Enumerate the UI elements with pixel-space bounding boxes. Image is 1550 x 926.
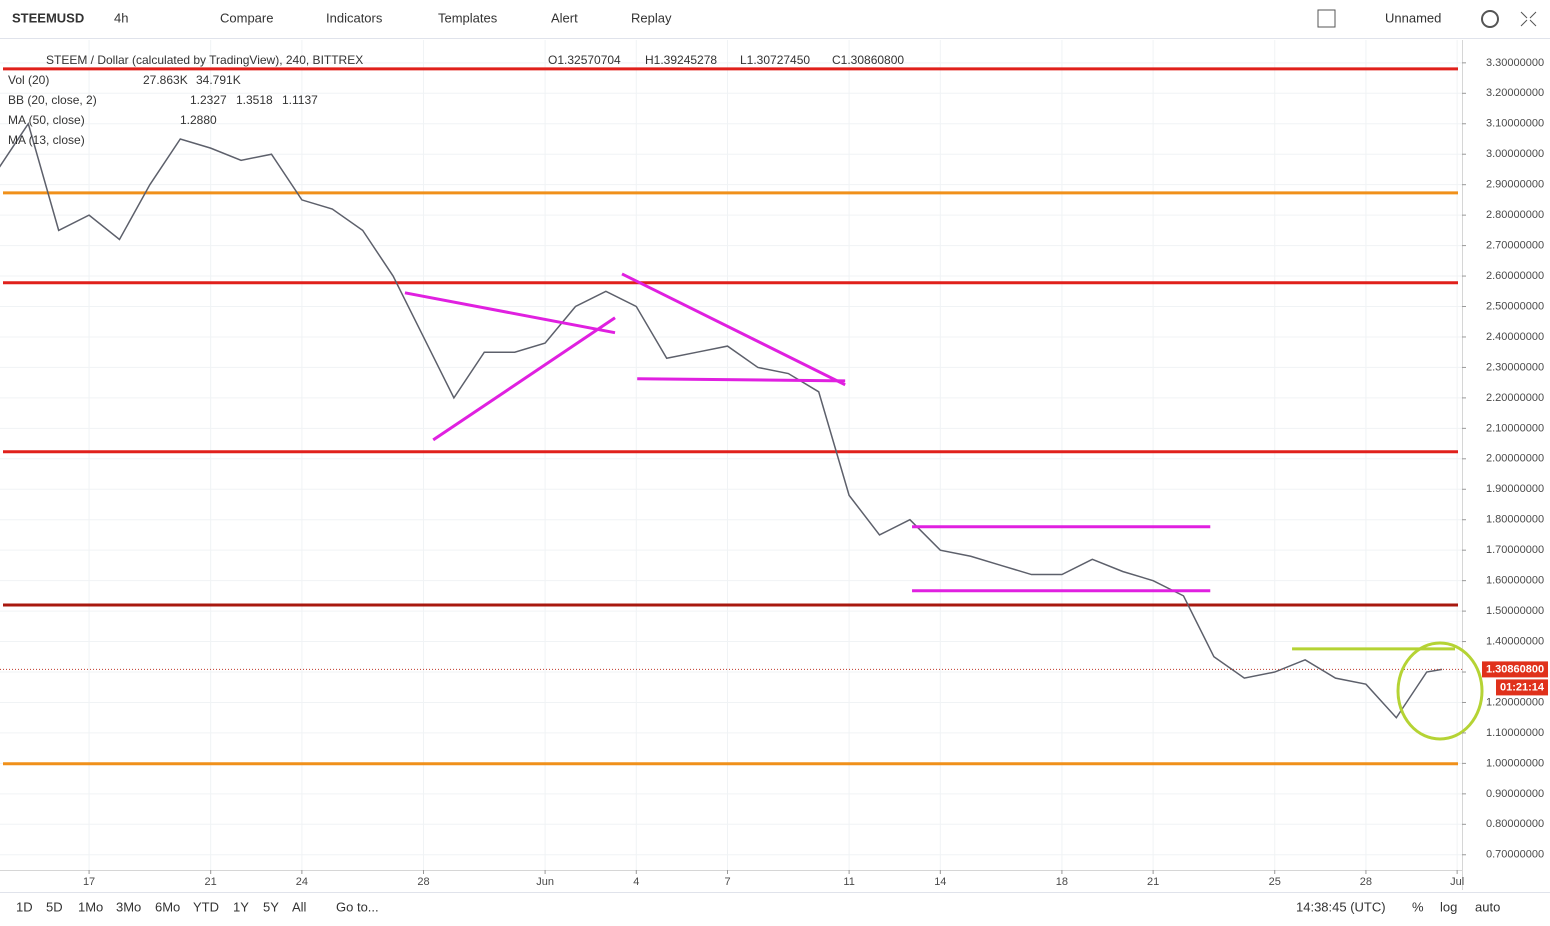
countdown-label: 01:21:14 (1500, 681, 1545, 693)
x-tick-label: 21 (1147, 876, 1159, 888)
trend-line (404, 291, 616, 335)
range-button[interactable]: 5Y (263, 899, 279, 914)
range-button[interactable]: 3Mo (116, 899, 141, 914)
y-tick-label: 2.60000000 (1486, 270, 1544, 282)
ohlc-high: H1.39245278 (645, 53, 717, 67)
y-tick-label: 2.50000000 (1486, 300, 1544, 312)
price-line (0, 121, 1443, 719)
indicator-name: MA (50, close) (8, 113, 85, 127)
goto-button[interactable]: Go to... (336, 899, 379, 914)
y-tick-label: 0.90000000 (1486, 788, 1544, 800)
x-tick-label: 18 (1056, 876, 1068, 888)
trend-line (637, 377, 846, 383)
y-tick-label: 1.40000000 (1486, 635, 1544, 647)
y-tick-label: 1.50000000 (1486, 605, 1544, 617)
y-tick-label: 2.00000000 (1486, 453, 1544, 465)
axis-option[interactable]: auto (1475, 899, 1500, 914)
ohlc-open: O1.32570704 (548, 53, 621, 67)
x-tick-label: 14 (934, 876, 946, 888)
indicator-reading: 1.2880 (180, 113, 217, 127)
y-tick-label: 3.30000000 (1486, 57, 1544, 69)
indicator-name: MA (13, close) (8, 133, 85, 147)
range-button[interactable]: All (292, 899, 307, 914)
y-tick-label: 3.10000000 (1486, 118, 1544, 130)
range-button[interactable]: 1Mo (78, 899, 103, 914)
toolbar-button[interactable]: Replay (631, 10, 672, 25)
highlight-circle (1396, 641, 1484, 741)
toolbar-button[interactable]: Templates (438, 10, 498, 25)
x-tick-label: 4 (633, 876, 639, 888)
ohlc-close: C1.30860800 (832, 53, 904, 67)
x-tick-label: 7 (724, 876, 730, 888)
y-tick-label: 2.20000000 (1486, 392, 1544, 404)
indicator-reading: 1.3518 (236, 93, 273, 107)
x-tick-label: 11 (843, 876, 854, 888)
y-tick-label: 1.20000000 (1486, 696, 1544, 708)
toolbar-button[interactable]: Alert (551, 10, 578, 25)
y-tick-label: 1.80000000 (1486, 514, 1544, 526)
y-tick-label: 1.70000000 (1486, 544, 1544, 556)
toolbar-button[interactable]: Indicators (326, 10, 383, 25)
ohlc-low: L1.30727450 (740, 53, 810, 67)
range-button[interactable]: 6Mo (155, 899, 180, 914)
indicator-reading: 1.2327 (190, 93, 227, 107)
x-tick-label: 28 (1360, 876, 1372, 888)
x-tick-label: 28 (417, 876, 429, 888)
range-button[interactable]: YTD (193, 899, 219, 914)
y-tick-label: 1.00000000 (1486, 757, 1544, 769)
y-tick-label: 2.70000000 (1486, 240, 1544, 252)
square-icon[interactable] (1317, 9, 1336, 28)
last-price-box (1482, 661, 1548, 678)
trend-line (432, 316, 616, 442)
x-tick-label: 17 (83, 876, 95, 888)
y-tick-label: 2.80000000 (1486, 209, 1544, 221)
clock: 14:38:45 (UTC) (1296, 899, 1386, 914)
axis-option[interactable]: % (1412, 899, 1424, 914)
symbol[interactable]: STEEMUSD (12, 10, 84, 25)
y-tick-label: 1.60000000 (1486, 575, 1544, 587)
range-button[interactable]: 1D (16, 899, 33, 914)
indicator-reading: 1.1137 (282, 93, 318, 107)
x-tick-label: Jun (536, 876, 554, 888)
chart-title: STEEM / Dollar (calculated by TradingVie… (46, 53, 363, 67)
x-tick-label: 24 (296, 876, 308, 888)
y-tick-label: 1.10000000 (1486, 727, 1544, 739)
axis-option[interactable]: log (1440, 899, 1457, 914)
x-tick-label: Jul (1450, 876, 1464, 888)
y-tick-label: 2.90000000 (1486, 179, 1544, 191)
interval[interactable]: 4h (114, 10, 128, 25)
indicator-reading: 27.863K (143, 73, 188, 87)
settings-icon[interactable] (1481, 10, 1499, 28)
y-tick-label: 2.30000000 (1486, 361, 1544, 373)
indicator-name: Vol (20) (8, 73, 49, 87)
layout-name[interactable]: Unnamed (1385, 10, 1441, 25)
y-tick-label: 0.80000000 (1486, 818, 1544, 830)
y-tick-label: 1.90000000 (1486, 483, 1544, 495)
toolbar-button[interactable]: Compare (220, 10, 273, 25)
y-tick-label: 0.70000000 (1486, 849, 1544, 861)
plot-area (0, 40, 1462, 870)
indicator-name: BB (20, close, 2) (8, 93, 97, 107)
y-tick-label: 3.20000000 (1486, 87, 1544, 99)
range-button[interactable]: 1Y (233, 899, 249, 914)
countdown-box (1496, 679, 1548, 696)
range-button[interactable]: 5D (46, 899, 63, 914)
y-tick-label: 2.10000000 (1486, 422, 1544, 434)
y-tick-label: 2.40000000 (1486, 331, 1544, 343)
toolbar (0, 0, 1550, 38)
fullscreen-icon[interactable] (1520, 11, 1537, 27)
y-tick-label: 3.00000000 (1486, 148, 1544, 160)
x-tick-label: 25 (1269, 876, 1281, 888)
last-price-label: 1.30860800 (1486, 663, 1544, 675)
trend-line (621, 272, 846, 387)
indicator-reading: 34.791K (196, 73, 241, 87)
x-tick-label: 21 (205, 876, 217, 888)
